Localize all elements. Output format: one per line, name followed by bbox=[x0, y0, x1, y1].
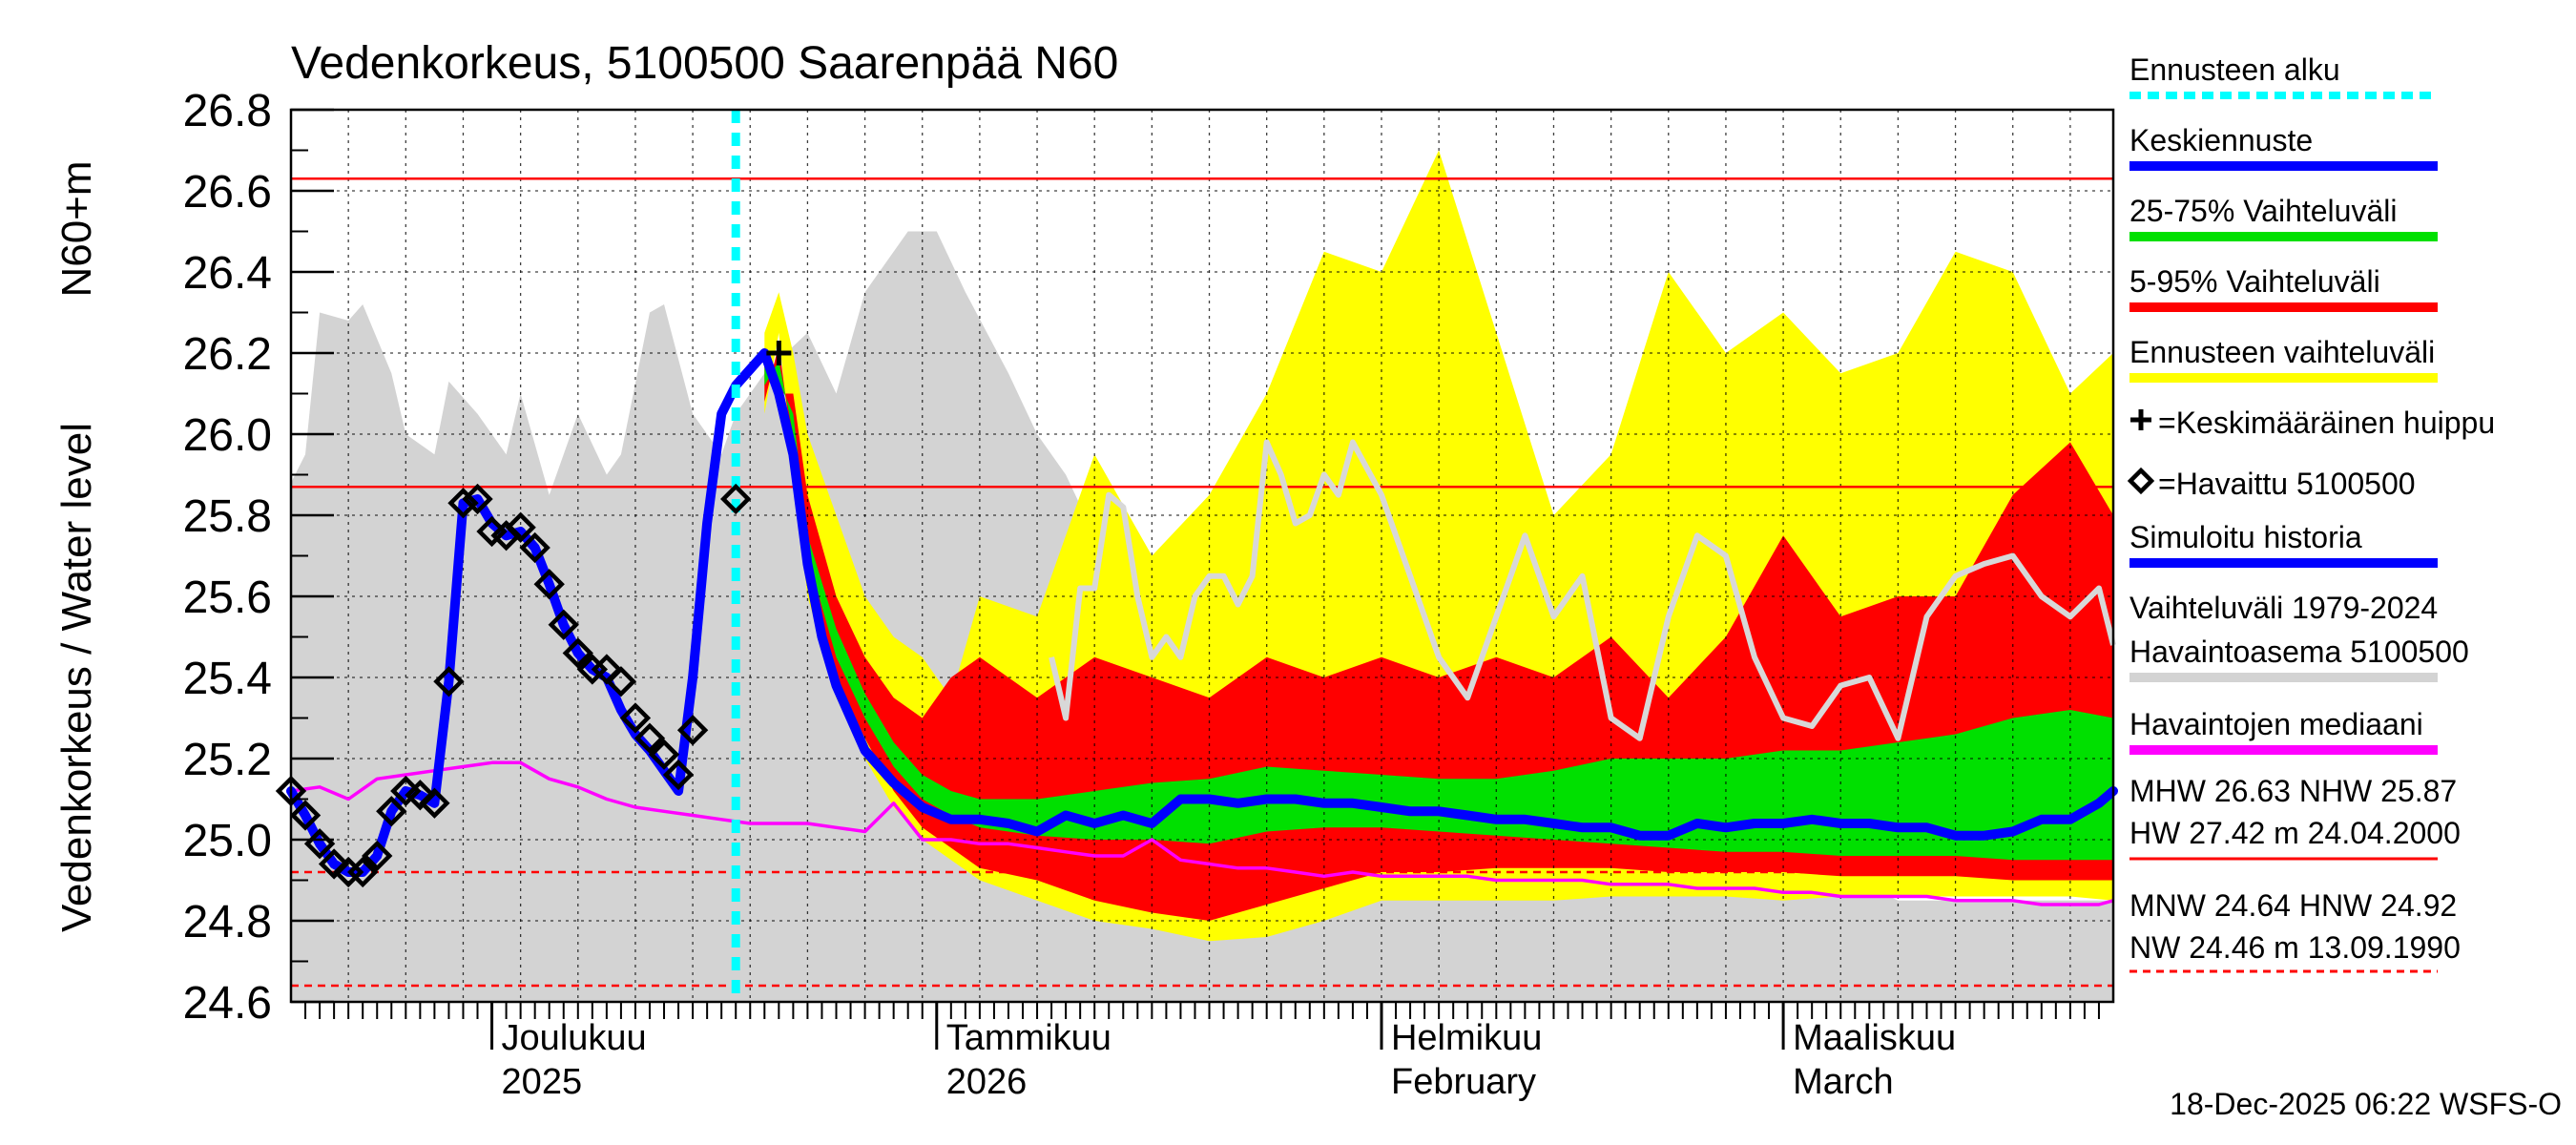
chart-title: Vedenkorkeus, 5100500 Saarenpää N60 bbox=[291, 38, 1118, 89]
legend-label: Simuloitu historia bbox=[2129, 520, 2362, 554]
legend-label: Vaihteluväli 1979-2024 bbox=[2129, 591, 2438, 625]
legend-label: 25-75% Vaihteluväli bbox=[2129, 194, 2397, 228]
station-line bbox=[1049, 439, 2116, 741]
observed-point bbox=[662, 759, 695, 791]
legend-label: =Havaittu 5100500 bbox=[2158, 467, 2416, 501]
y-tick-label: 25.0 bbox=[183, 816, 272, 866]
y-axis-label: Vedenkorkeus / Water level bbox=[53, 423, 100, 932]
x-month-label: Tammikuu bbox=[946, 1018, 1111, 1058]
legend-diamond-marker bbox=[2127, 467, 2155, 495]
stats-text: MNW 24.64 HNW 24.92 bbox=[2129, 888, 2457, 923]
x-month-label: Helmikuu bbox=[1391, 1018, 1542, 1058]
observed-point bbox=[462, 483, 493, 515]
observed-point bbox=[289, 800, 322, 831]
stats-text: MHW 26.63 NHW 25.87 bbox=[2129, 774, 2457, 808]
y-tick-label: 26.0 bbox=[183, 410, 272, 461]
observed-point bbox=[634, 722, 666, 754]
observed-point bbox=[720, 483, 752, 515]
observed-point bbox=[433, 666, 465, 697]
observed-point bbox=[505, 511, 536, 543]
y-tick-label: 25.6 bbox=[183, 572, 272, 623]
observed-point bbox=[405, 780, 436, 811]
observed-point bbox=[519, 531, 551, 564]
forecast-25-75-band bbox=[764, 361, 2113, 861]
y-tick-label: 26.8 bbox=[183, 86, 272, 136]
y-tick-label: 24.8 bbox=[183, 897, 272, 947]
y-tick-label: 24.6 bbox=[183, 978, 272, 1029]
observed-point bbox=[318, 848, 350, 880]
observed-median-line bbox=[290, 760, 2114, 906]
y-tick-label: 26.6 bbox=[183, 167, 272, 218]
legend-label: Ennusteen vaihteluväli bbox=[2129, 335, 2435, 369]
x-year-label: 2026 bbox=[946, 1062, 1028, 1102]
legend-label: Havaintojen mediaani bbox=[2129, 707, 2423, 741]
observed-point bbox=[362, 840, 393, 872]
stats-text: HW 27.42 m 24.04.2000 bbox=[2129, 816, 2461, 850]
legend-label: =Keskimääräinen huippu bbox=[2158, 406, 2495, 440]
observed-point bbox=[419, 787, 450, 819]
x-month-label: Maaliskuu bbox=[1793, 1018, 1956, 1058]
timestamp-footer: 18-Dec-2025 06:22 WSFS-O bbox=[2170, 1087, 2562, 1121]
observed-point bbox=[619, 702, 652, 734]
plot-area: 26.8 26.6 26.4 26.2 26.0 25.8 25.6 25.4 25.2 25.0… bbox=[183, 86, 2118, 1102]
legend-label: Ennusteen alku bbox=[2129, 52, 2340, 87]
observed-point bbox=[562, 637, 593, 669]
average-peak-marker bbox=[766, 341, 792, 365]
historical-range-band bbox=[291, 231, 2113, 1002]
x-year-label: February bbox=[1391, 1062, 1536, 1102]
observed-point bbox=[533, 569, 565, 600]
observed-point bbox=[676, 715, 709, 746]
legend-plus-marker bbox=[2130, 409, 2151, 430]
y-tick-label: 25.2 bbox=[183, 735, 272, 785]
stats-text: NW 24.46 m 13.09.1990 bbox=[2129, 930, 2461, 965]
observed-point bbox=[347, 856, 379, 888]
legend-label: 5-95% Vaihteluväli bbox=[2129, 264, 2380, 299]
observed-point bbox=[548, 609, 579, 640]
x-year-label: 2025 bbox=[502, 1062, 583, 1102]
y-tick-label: 25.4 bbox=[183, 654, 272, 704]
y-tick-label: 26.2 bbox=[183, 329, 272, 380]
observed-point bbox=[605, 666, 637, 697]
y-tick-label: 25.8 bbox=[183, 491, 272, 542]
legend-label: Keskiennuste bbox=[2129, 123, 2313, 157]
observed-point bbox=[447, 488, 479, 519]
observed-point bbox=[376, 796, 407, 827]
legend-label: Havaintoasema 5100500 bbox=[2129, 635, 2469, 669]
x-month-label: Joulukuu bbox=[502, 1018, 647, 1058]
observed-point bbox=[648, 739, 680, 770]
y-tick-label: 26.4 bbox=[183, 248, 272, 299]
reference-stats: MHW 26.63 NHW 25.87 HW 27.42 m 24.04.2000… bbox=[2129, 774, 2461, 973]
x-year-label: March bbox=[1793, 1062, 1894, 1102]
legend: Ennusteen alku Keskiennuste 25-75% Vaihtel… bbox=[2127, 52, 2495, 755]
y-axis-unit: N60+m bbox=[53, 160, 100, 297]
